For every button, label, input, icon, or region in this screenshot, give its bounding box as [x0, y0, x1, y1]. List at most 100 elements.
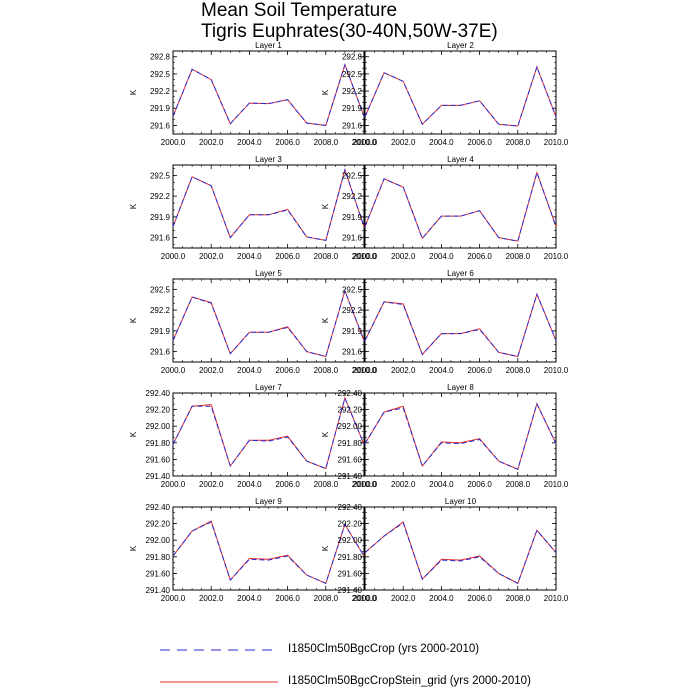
x-tick-label: 2008.0 [506, 480, 531, 489]
y-axis-label: K [321, 317, 330, 323]
y-tick-label: 292.5 [150, 70, 171, 79]
x-tick-label: 2000.0 [353, 138, 378, 147]
series-line-stein [172, 520, 365, 585]
x-tick-label: 2006.0 [467, 366, 492, 375]
y-tick-label: 291.80 [146, 553, 171, 562]
x-tick-label: 2004.0 [429, 252, 454, 261]
panel-title: Layer 2 [447, 41, 474, 50]
x-tick-label: 2004.0 [237, 480, 262, 489]
x-tick-label: 2004.0 [429, 480, 454, 489]
y-tick-label: 292.5 [342, 285, 363, 294]
series-line-crop [172, 521, 365, 585]
x-tick-label: 2006.0 [275, 594, 300, 603]
y-tick-label: 292.5 [342, 171, 363, 180]
y-tick-label: 291.6 [342, 234, 363, 243]
x-tick-label: 2000.0 [161, 594, 186, 603]
x-tick-label: 2008.0 [314, 480, 339, 489]
y-tick-label: 292.20 [338, 406, 363, 415]
x-tick-label: 2004.0 [429, 594, 454, 603]
panel-title: Layer 10 [445, 497, 477, 506]
y-tick-label: 292.2 [150, 87, 171, 96]
y-tick-label: 291.80 [338, 439, 363, 448]
series-line-crop [172, 396, 365, 470]
x-tick-label: 2000.0 [353, 594, 378, 603]
x-tick-label: 2010.0 [352, 594, 377, 603]
y-tick-label: 291.9 [342, 213, 363, 222]
chart-panel-layer-8: Layer 8 K 291.40 291.60 291.80 292.00 292.20 29… [321, 383, 569, 489]
x-tick-label: 2006.0 [467, 252, 492, 261]
y-tick-label: 292.2 [342, 87, 363, 96]
x-tick-label: 2002.0 [199, 252, 224, 261]
series-line-crop [172, 289, 365, 358]
plot-frame [172, 278, 365, 363]
plot-frame [364, 392, 557, 477]
title-line-1: Mean Soil Temperature [201, 0, 398, 21]
y-tick-label: 292.5 [150, 171, 171, 180]
plot-frame [364, 506, 557, 591]
y-tick-label: 291.9 [150, 327, 171, 336]
x-tick-label: 2002.0 [199, 366, 224, 375]
y-axis-label: K [321, 203, 330, 209]
y-tick-label: 291.6 [342, 348, 363, 357]
x-tick-label: 2010.0 [544, 480, 569, 489]
x-tick-label: 2008.0 [314, 366, 339, 375]
x-tick-label: 2002.0 [391, 252, 416, 261]
y-tick-label: 291.40 [338, 586, 363, 595]
x-tick-label: 2008.0 [506, 138, 531, 147]
y-axis-label: K [321, 431, 330, 437]
legend-label-stein: I1850Clm50BgcCropStein_grid (yrs 2000-20… [288, 675, 531, 687]
x-tick-label: 2006.0 [275, 138, 300, 147]
y-tick-label: 292.40 [338, 389, 363, 398]
y-tick-label: 291.6 [150, 121, 171, 130]
y-axis-label: K [129, 317, 138, 323]
x-tick-label: 2002.0 [199, 594, 224, 603]
x-tick-label: 2010.0 [544, 594, 569, 603]
x-tick-label: 2000.0 [353, 252, 378, 261]
y-tick-label: 292.00 [146, 536, 171, 545]
x-tick-label: 2002.0 [199, 138, 224, 147]
y-axis-label: K [129, 431, 138, 437]
figure-title: Mean Soil Temperature Tigris Euphrates(3… [201, 0, 498, 42]
y-tick-label: 292.40 [146, 389, 171, 398]
panel-title: Layer 9 [255, 497, 282, 506]
plot-frame [364, 278, 557, 363]
x-tick-label: 2006.0 [275, 480, 300, 489]
panel-title: Layer 7 [255, 383, 282, 392]
y-tick-label: 291.6 [342, 121, 363, 130]
x-tick-label: 2006.0 [275, 366, 300, 375]
series-line-crop [172, 168, 365, 241]
y-tick-label: 292.20 [338, 520, 363, 529]
x-tick-label: 2008.0 [506, 594, 531, 603]
chart-panel-layer-6: Layer 6 K 291.6 291.9 292.2 292.5 2000.0 2002.0… [321, 269, 569, 375]
y-tick-label: 291.80 [338, 553, 363, 562]
x-tick-label: 2002.0 [391, 138, 416, 147]
x-tick-label: 2008.0 [314, 252, 339, 261]
plot-frame [172, 506, 365, 591]
chart-panel-layer-10: Layer 10 K 291.40 291.60 291.80 292.00 292.20 2… [321, 497, 569, 603]
x-tick-label: 2004.0 [237, 138, 262, 147]
x-tick-label: 2000.0 [353, 480, 378, 489]
x-tick-label: 2004.0 [237, 366, 262, 375]
chart-panel-layer-9: Layer 9 K 291.40 291.60 291.80 292.00 292.20 29… [129, 497, 377, 603]
y-tick-label: 292.20 [146, 520, 171, 529]
series-line-crop [172, 63, 365, 126]
y-tick-label: 291.60 [338, 569, 363, 578]
x-tick-label: 2004.0 [429, 138, 454, 147]
y-axis-label: K [321, 89, 330, 95]
chart-panel-layer-5: Layer 5 K 291.6 291.9 292.2 292.5 2000.0 2002.0… [129, 269, 377, 375]
x-tick-label: 2002.0 [199, 480, 224, 489]
x-tick-label: 2010.0 [352, 480, 377, 489]
y-tick-label: 291.60 [338, 455, 363, 464]
series-line-crop [364, 402, 557, 471]
plot-frame [172, 50, 365, 135]
x-tick-label: 2010.0 [544, 252, 569, 261]
y-axis-label: K [129, 545, 138, 551]
legend-solid-line-swatch [160, 681, 278, 683]
y-tick-label: 291.60 [146, 569, 171, 578]
y-tick-label: 292.2 [150, 192, 171, 201]
y-tick-label: 292.8 [342, 53, 363, 62]
series-line-crop [364, 170, 557, 242]
x-tick-label: 2010.0 [352, 366, 377, 375]
